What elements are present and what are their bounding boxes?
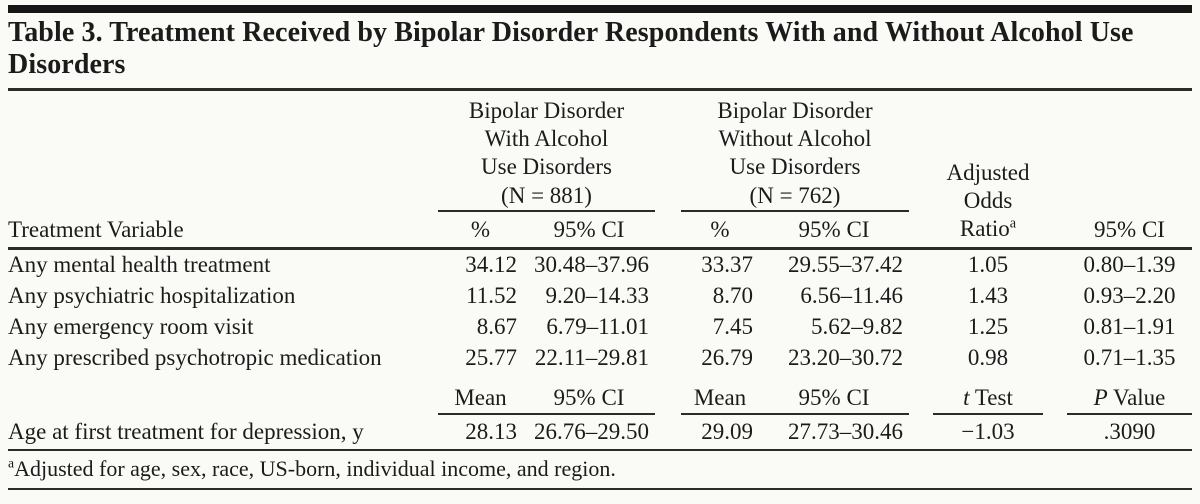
mean-ci-with-aud: 26.76–29.50 (523, 413, 655, 451)
ci-without-aud: 29.55–37.42 (788, 251, 903, 277)
row-label: Any psychiatric hospitalization (8, 282, 296, 308)
mean-header-without: Mean (681, 372, 759, 415)
pct-without-aud: 7.45 (712, 313, 753, 339)
t-test-header: t Test (933, 372, 1043, 415)
table-title-line1: Table 3. Treatment Received by Bipolar D… (8, 17, 1134, 48)
column-gap (909, 342, 933, 373)
table-title: Table 3. Treatment Received by Bipolar D… (8, 13, 1192, 88)
p-value: .3090 (1067, 413, 1192, 451)
row-label: Any mental health treatment (8, 251, 271, 277)
ci-with-aud: 6.79–11.01 (546, 313, 649, 339)
ci-with-aud: 30.48–37.96 (534, 251, 649, 277)
column-gap (655, 91, 681, 210)
adjusted-odds-ratio-value: 1.25 (967, 313, 1009, 339)
ci-without-aud: 23.20–30.72 (788, 344, 903, 370)
table-row: Any prescribed psychotropic medication 2… (8, 342, 1192, 373)
table-row: Any psychiatric hospitalization 11.52 9.… (8, 280, 1192, 311)
footnote-marker-a: a (8, 455, 15, 471)
column-gap (655, 373, 681, 414)
group-header-spacer (8, 91, 438, 210)
ci-with-aud: 22.11–29.81 (534, 344, 649, 370)
adjusted-odds-ratio-value: 0.98 (967, 344, 1009, 370)
mean-header-spacer (8, 373, 438, 414)
adjusted-odds-ratio-value: 1.43 (967, 282, 1009, 308)
column-gap (909, 373, 933, 414)
pct-without-aud: 33.37 (701, 251, 753, 277)
pct-without-aud: 26.79 (701, 344, 753, 370)
table-top-border (8, 5, 1192, 13)
pct-with-aud: 34.12 (465, 251, 517, 277)
ci-header-without: 95% CI (759, 210, 909, 251)
footnote-text: Adjusted for age, sex, race, US-born, in… (14, 455, 616, 481)
treatment-variable-header: Treatment Variable (8, 210, 438, 251)
column-gap (655, 413, 681, 451)
column-gap (655, 210, 681, 251)
pct-without-aud: 8.70 (712, 282, 753, 308)
group-with-aud-header: Bipolar Disorder With Alcohol Use Disord… (438, 91, 655, 212)
table-row: Any mental health treatment 34.12 30.48–… (8, 249, 1192, 280)
aor-ci-header: 95% CI (1067, 91, 1192, 251)
column-gap (655, 311, 681, 342)
aor-ci-value: 0.71–1.35 (1083, 344, 1176, 370)
ci-without-aud: 5.62–9.82 (811, 313, 903, 339)
table-row: Age at first treatment for depression, y… (8, 413, 1192, 451)
pct-with-aud: 11.52 (466, 282, 517, 308)
p-value-header: P Value (1067, 372, 1192, 415)
column-gap (1043, 342, 1067, 373)
column-gap (1043, 373, 1067, 414)
column-gap (909, 311, 933, 342)
group-header-row: Bipolar Disorder With Alcohol Use Disord… (8, 91, 1192, 251)
column-gap (909, 91, 933, 251)
aor-ci-value: 0.81–1.91 (1083, 313, 1176, 339)
subheader-row: Treatment Variable % 95% CI % 95% CI (8, 210, 1192, 251)
column-gap (655, 342, 681, 373)
column-gap (909, 413, 933, 451)
column-gap (1043, 280, 1067, 311)
pct-header-without: % (681, 210, 759, 251)
mean-ci-header-with: 95% CI (523, 372, 655, 415)
table-title-line2: Disorders (8, 49, 126, 81)
mean-header-with: Mean (438, 372, 523, 415)
row-label: Age at first treatment for depression, y (8, 413, 438, 451)
table-row: Any emergency room visit 8.67 6.79–11.01… (8, 311, 1192, 342)
mean-ci-header-without: 95% CI (759, 372, 909, 415)
row-label: Any emergency room visit (8, 313, 254, 339)
column-gap (1043, 91, 1067, 251)
column-gap (655, 280, 681, 311)
table-bottom-border (8, 487, 1192, 490)
ci-with-aud: 9.20–14.33 (545, 282, 650, 308)
column-gap (1043, 413, 1067, 451)
footnote-marker-a: a (1009, 215, 1017, 232)
column-gap (1043, 311, 1067, 342)
mean-header-row: Mean 95% CI Mean 95% CI t Test P Value (8, 372, 1192, 415)
pct-with-aud: 25.77 (465, 344, 517, 370)
mean-ci-without-aud: 27.73–30.46 (759, 413, 909, 451)
aor-ci-value: 0.93–2.20 (1083, 282, 1176, 308)
ci-without-aud: 6.56–11.46 (800, 282, 903, 308)
pct-with-aud: 8.67 (476, 313, 517, 339)
ci-header-with: 95% CI (523, 210, 655, 251)
group-without-aud-header: Bipolar Disorder Without Alcohol Use Dis… (681, 91, 909, 212)
column-gap (1043, 249, 1067, 280)
treatment-table: Bipolar Disorder With Alcohol Use Disord… (8, 91, 1192, 451)
row-label: Any prescribed psychotropic medication (8, 344, 382, 370)
table-footnote: aAdjusted for age, sex, race, US-born, i… (8, 451, 1192, 488)
t-test-value: −1.03 (933, 413, 1043, 451)
pct-header-with: % (438, 210, 523, 251)
adjusted-odds-ratio-value: 1.05 (967, 251, 1009, 277)
adjusted-odds-ratio-header: Adjusted Odds Ratioa (933, 91, 1043, 251)
mean-with-aud: 28.13 (438, 413, 523, 451)
column-gap (655, 249, 681, 280)
mean-without-aud: 29.09 (681, 413, 759, 451)
column-gap (909, 280, 933, 311)
aor-ci-value: 0.80–1.39 (1083, 251, 1176, 277)
column-gap (909, 249, 933, 280)
title-divider (8, 88, 1192, 92)
